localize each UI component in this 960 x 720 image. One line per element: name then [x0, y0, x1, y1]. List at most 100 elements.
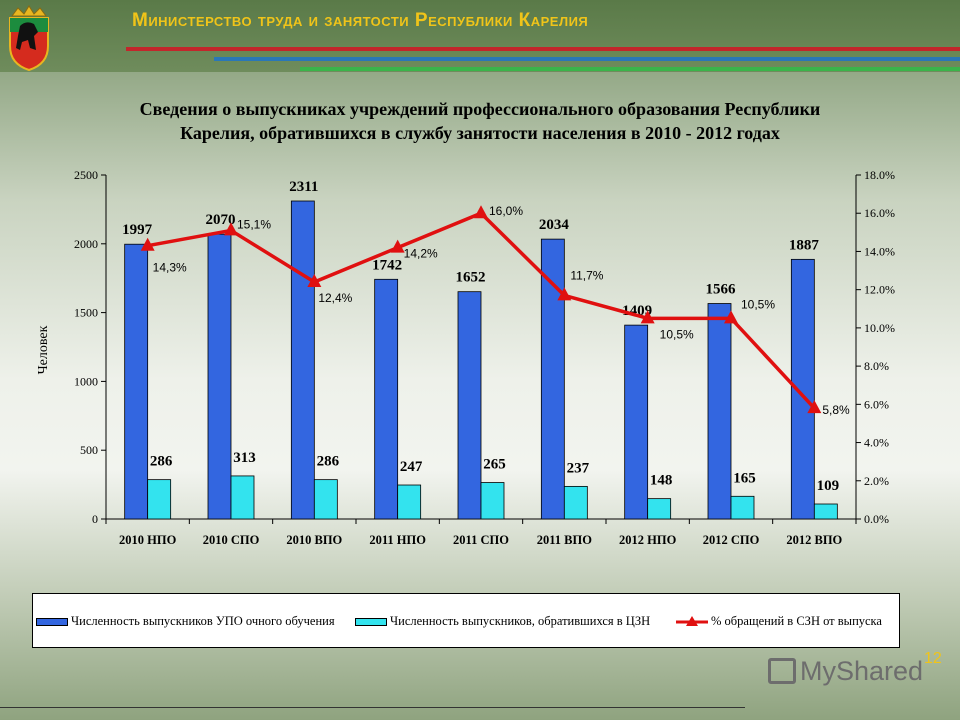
footer-divider: [0, 707, 745, 708]
y-tick-label-right: 4.0%: [864, 436, 889, 450]
bar-applicants: [563, 485, 588, 520]
y-tick-label-right: 6.0%: [864, 397, 889, 411]
bar-applicants: [647, 498, 672, 520]
bar-applicants: [230, 475, 255, 520]
chart-legend: Численность выпускников УПО очного обуче…: [32, 593, 900, 648]
header-bar: Министерство труда и занятости Республик…: [0, 0, 960, 72]
data-label-graduates: 1997: [122, 222, 153, 238]
bar-graduates: [457, 291, 482, 520]
header-stripe-green: [300, 67, 960, 71]
page-number: 12: [924, 650, 942, 667]
data-label-applicants: 313: [233, 450, 256, 466]
data-label-graduates: 2070: [206, 212, 236, 228]
chart-title-line-1: Сведения о выпускниках учреждений профес…: [139, 99, 821, 119]
x-tick-label: 2011 ВПО: [537, 533, 592, 547]
y-axis-title: Человек: [36, 325, 51, 374]
bar-applicants: [480, 482, 505, 520]
percent-marker: [307, 274, 322, 288]
y-tick-label-left: 1000: [74, 374, 98, 388]
x-tick-label: 2012 ВПО: [786, 533, 842, 547]
data-label-percent: 11,7%: [570, 268, 603, 282]
y-tick-label-right: 12.0%: [864, 283, 895, 297]
bar-graduates: [624, 324, 649, 520]
data-label-graduates: 2311: [289, 179, 318, 195]
legend-swatch-percent: [676, 616, 708, 626]
bar-applicants: [813, 503, 838, 520]
bar-graduates: [374, 278, 399, 520]
myshared-logo-icon: [768, 658, 796, 684]
bar-graduates: [707, 303, 732, 520]
data-label-applicants: 165: [733, 470, 756, 486]
bar-graduates: [124, 243, 149, 520]
data-label-percent: 10,5%: [660, 327, 694, 341]
data-label-percent: 16,0%: [489, 204, 523, 218]
y-tick-label-right: 8.0%: [864, 359, 889, 373]
bar-graduates: [207, 233, 232, 520]
percent-marker: [807, 400, 822, 414]
y-tick-label-right: 0.0%: [864, 512, 889, 526]
header-stripe-blue: [214, 57, 960, 61]
data-label-applicants: 286: [317, 454, 340, 470]
legend-swatch-graduates: [36, 618, 68, 626]
watermark-text: MyShared: [800, 656, 924, 686]
header-stripe-red: [126, 47, 960, 51]
percent-marker: [724, 310, 738, 324]
data-label-graduates: 1652: [456, 270, 486, 286]
chart-title: Сведения о выпускниках учреждений профес…: [100, 97, 860, 145]
data-label-percent: 12,4%: [318, 291, 352, 305]
chart-title-line-2: Карелия, обратившихся в службу занятости…: [180, 123, 780, 143]
bar-applicants: [397, 484, 422, 520]
data-label-graduates: 1566: [706, 282, 737, 298]
karelia-coat-of-arms-icon: [9, 5, 49, 72]
data-label-applicants: 265: [483, 457, 506, 473]
percent-marker: [390, 239, 405, 253]
x-tick-label: 2011 НПО: [369, 533, 426, 547]
y-tick-label-left: 1500: [74, 306, 98, 320]
data-label-graduates: 2034: [539, 217, 570, 233]
data-label-percent: 14,3%: [153, 261, 187, 275]
bar-graduates: [540, 238, 565, 520]
y-tick-label-right: 14.0%: [864, 244, 895, 258]
legend-label-graduates: Численность выпускников УПО очного обуче…: [71, 614, 335, 628]
y-tick-label-left: 2000: [74, 237, 98, 251]
percent-marker: [224, 222, 238, 236]
data-label-graduates: 1887: [789, 237, 820, 253]
percent-marker: [140, 237, 155, 251]
y-tick-label-right: 18.0%: [864, 168, 895, 182]
percent-marker: [640, 310, 655, 324]
x-tick-label: 2010 ВПО: [286, 533, 342, 547]
x-tick-label: 2010 НПО: [119, 533, 177, 547]
watermark: MyShared: [768, 656, 923, 687]
y-tick-label-right: 2.0%: [864, 474, 889, 488]
percent-marker: [557, 287, 572, 301]
x-tick-label: 2011 СПО: [453, 533, 509, 547]
y-tick-label-left: 2500: [74, 168, 98, 182]
data-label-percent: 10,5%: [741, 297, 775, 311]
data-label-applicants: 286: [150, 454, 173, 470]
y-tick-label-left: 0: [92, 512, 98, 526]
x-tick-label: 2012 НПО: [619, 533, 677, 547]
data-label-applicants: 237: [567, 460, 590, 476]
bar-applicants: [730, 495, 755, 520]
x-tick-label: 2010 СПО: [203, 533, 260, 547]
data-label-applicants: 247: [400, 459, 423, 475]
header-title: Министерство труда и занятости Республик…: [132, 10, 589, 31]
legend-label-percent: % обращений в СЗН от выпуска: [711, 614, 882, 628]
data-label-percent: 15,1%: [237, 217, 271, 231]
percent-marker: [474, 205, 488, 219]
data-label-percent: 14,2%: [404, 247, 438, 261]
y-tick-label-right: 16.0%: [864, 206, 895, 220]
data-label-applicants: 148: [650, 473, 673, 489]
y-tick-label-right: 10.0%: [864, 321, 895, 335]
bar-graduates: [790, 258, 815, 520]
data-label-graduates: 1742: [372, 257, 402, 273]
data-label-percent: 5,8%: [822, 403, 850, 417]
bar-applicants: [313, 479, 338, 520]
y-tick-label-left: 500: [80, 443, 98, 457]
legend-swatch-applicants: [355, 618, 387, 626]
legend-label-applicants: Численность выпускников, обратившихся в …: [390, 614, 651, 628]
bar-applicants: [147, 479, 172, 520]
x-tick-label: 2012 СПО: [703, 533, 760, 547]
data-label-applicants: 109: [817, 478, 840, 494]
